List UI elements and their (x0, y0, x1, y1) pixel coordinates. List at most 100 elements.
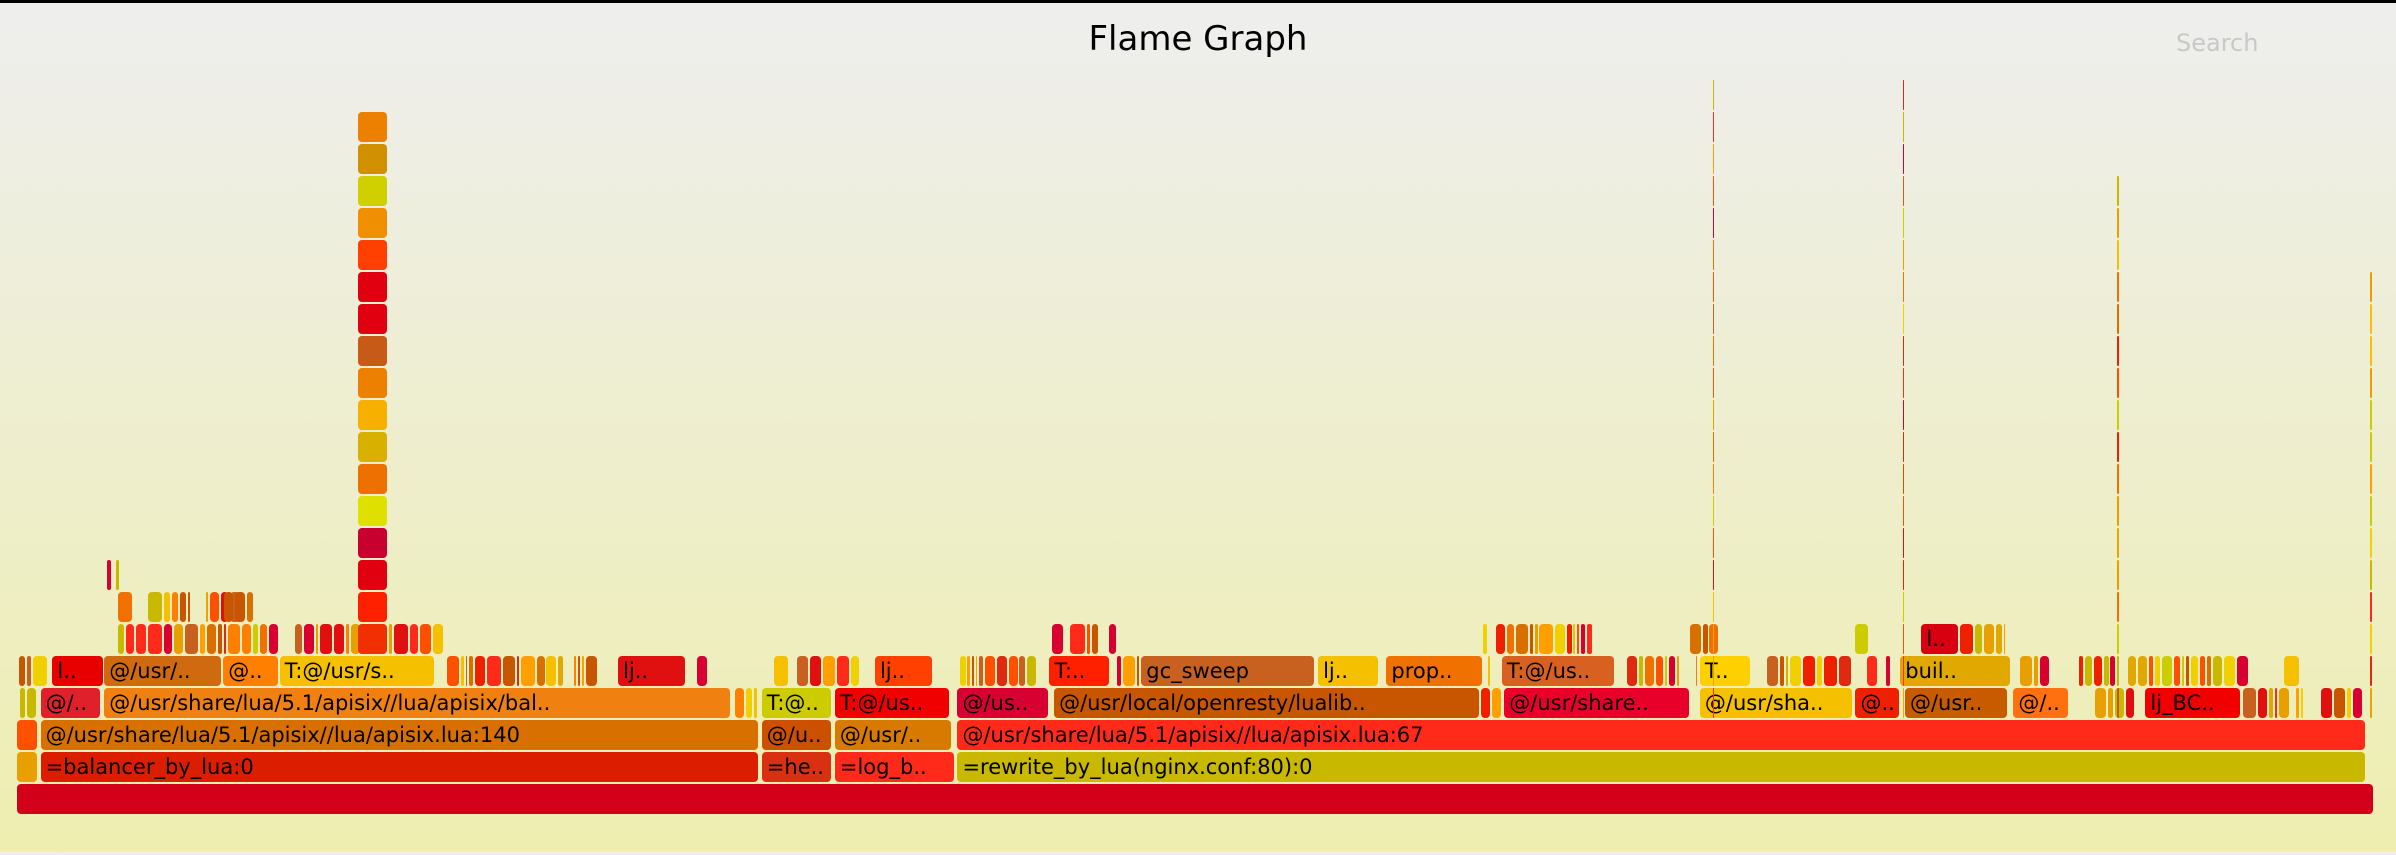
frame[interactable] (174, 624, 184, 654)
frame[interactable] (979, 656, 983, 686)
frame[interactable] (1690, 624, 1701, 654)
frame[interactable]: @/usr/.. (104, 656, 221, 686)
frame[interactable] (1712, 336, 1715, 366)
frame[interactable] (2138, 656, 2148, 686)
frame[interactable] (2346, 688, 2352, 718)
frame[interactable] (1644, 656, 1655, 686)
frame[interactable] (1534, 624, 1538, 654)
frame[interactable] (2370, 368, 2373, 398)
frame[interactable]: prop.. (1386, 656, 1482, 686)
frame[interactable] (1496, 624, 1505, 654)
frame[interactable] (1902, 272, 1905, 302)
frame[interactable] (997, 656, 1007, 686)
frame[interactable] (1086, 624, 1090, 654)
frame[interactable] (357, 208, 387, 238)
frame[interactable] (247, 592, 253, 622)
frame[interactable]: lj.. (618, 656, 685, 686)
frame[interactable] (224, 592, 233, 622)
frame[interactable]: @/usr/share/lua/5.1/apisix//lua/apisix.l… (40, 720, 758, 750)
frame[interactable] (229, 592, 240, 622)
frame[interactable] (357, 176, 387, 206)
frame[interactable] (234, 592, 246, 622)
frame[interactable] (1824, 656, 1837, 686)
frame[interactable] (1639, 656, 1643, 686)
frame[interactable] (2370, 432, 2373, 462)
frame[interactable] (2040, 656, 2050, 686)
frame[interactable] (1712, 208, 1715, 238)
frame[interactable] (1712, 80, 1715, 110)
frame[interactable] (1712, 656, 1715, 686)
frame[interactable]: T:@/us.. (1501, 656, 1614, 686)
frame[interactable] (171, 592, 179, 622)
frame[interactable] (2033, 656, 2039, 686)
frame[interactable] (1780, 656, 1785, 686)
frame[interactable] (389, 624, 392, 654)
frame[interactable]: @/usr.. (1904, 688, 2008, 718)
frame[interactable] (1070, 624, 1085, 654)
frame[interactable]: @/u.. (761, 720, 831, 750)
frame[interactable] (2093, 656, 2102, 686)
frame[interactable] (2079, 656, 2084, 686)
frame[interactable] (465, 656, 468, 686)
frame[interactable] (557, 656, 563, 686)
frame[interactable]: @/.. (2013, 688, 2069, 718)
frame[interactable] (1790, 656, 1802, 686)
frame[interactable] (20, 688, 26, 718)
frame[interactable] (1902, 240, 1905, 270)
frame[interactable] (223, 624, 226, 654)
frame[interactable] (461, 656, 464, 686)
frame[interactable] (1902, 304, 1905, 334)
frame[interactable] (773, 656, 788, 686)
frame[interactable] (446, 656, 460, 686)
frame[interactable] (2370, 528, 2373, 558)
frame[interactable] (1902, 176, 1905, 206)
frame[interactable] (1902, 464, 1905, 494)
frame[interactable] (2186, 656, 2189, 686)
frame[interactable] (269, 624, 278, 654)
frame[interactable] (419, 624, 432, 654)
frame[interactable] (1712, 432, 1715, 462)
frame[interactable] (357, 272, 387, 302)
frame[interactable] (242, 624, 252, 654)
frame[interactable]: lj.. (874, 656, 933, 686)
frame[interactable] (536, 656, 545, 686)
frame[interactable] (2117, 688, 2119, 718)
frame[interactable]: T:.. (1049, 656, 1110, 686)
frame[interactable] (1902, 208, 1905, 238)
frame[interactable] (1506, 624, 1515, 654)
frame[interactable] (1712, 144, 1715, 174)
frame[interactable] (1587, 624, 1592, 654)
frame[interactable] (2370, 624, 2373, 654)
frame[interactable] (118, 592, 133, 622)
frame[interactable]: l.. (1921, 624, 1958, 654)
frame[interactable] (357, 304, 387, 334)
frame[interactable] (487, 656, 502, 686)
frame[interactable] (520, 656, 535, 686)
frame[interactable] (809, 656, 822, 686)
frame[interactable] (754, 688, 757, 718)
frame[interactable] (2334, 688, 2345, 718)
search-button[interactable]: Search (2176, 29, 2259, 57)
frame[interactable] (1886, 656, 1890, 686)
frame[interactable] (1668, 656, 1675, 686)
frame[interactable] (1488, 656, 1491, 686)
frame[interactable] (1530, 624, 1533, 654)
frame[interactable] (1766, 656, 1779, 686)
frame[interactable] (2242, 688, 2256, 718)
frame[interactable] (199, 624, 205, 654)
frame[interactable] (148, 592, 162, 622)
frame[interactable]: =he.. (761, 752, 831, 782)
frame[interactable] (1996, 624, 2002, 654)
frame[interactable] (2117, 432, 2119, 462)
frame[interactable] (1902, 112, 1905, 142)
frame[interactable] (357, 560, 387, 590)
frame[interactable] (1539, 624, 1553, 654)
frame[interactable] (357, 400, 387, 430)
frame[interactable] (1702, 624, 1708, 654)
frame[interactable] (2353, 688, 2362, 718)
frame[interactable] (303, 624, 314, 654)
frame[interactable] (823, 656, 836, 686)
frame[interactable] (1712, 112, 1715, 142)
frame[interactable] (1712, 528, 1715, 558)
frame[interactable] (1676, 656, 1680, 686)
